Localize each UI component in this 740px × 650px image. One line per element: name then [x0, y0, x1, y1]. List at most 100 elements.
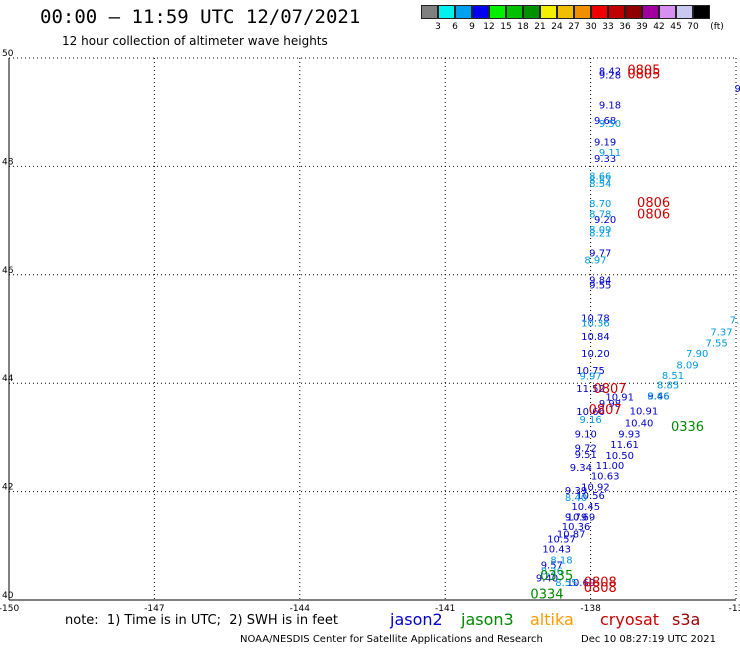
- legend-swatch: [455, 5, 472, 19]
- wave-height-value: 9.98: [599, 399, 621, 410]
- legend-label: 6: [452, 22, 458, 32]
- legend-swatch: [659, 5, 676, 19]
- wave-height-value: 8.54: [589, 179, 611, 190]
- legend-label: 45: [670, 22, 682, 32]
- wave-height-value: 10.40: [625, 419, 654, 430]
- wave-height-value: 10.36: [581, 318, 610, 329]
- legend-label: 21: [534, 22, 546, 32]
- legend-swatch: [489, 5, 506, 19]
- wave-height-value: 9.84: [589, 275, 611, 286]
- legend-swatch: [574, 5, 591, 19]
- time-label: 0805: [627, 63, 660, 78]
- x-tick-label: -138: [580, 604, 601, 614]
- wave-height-value: 8.09: [589, 225, 611, 236]
- y-tick-label: 42: [2, 483, 13, 493]
- y-tick-label: 50: [2, 49, 14, 59]
- wave-height-value: 8.51: [662, 371, 684, 382]
- legend-label: 12: [483, 22, 495, 32]
- wave-height-value: 10.63: [591, 472, 620, 483]
- legend-swatch: [506, 5, 523, 19]
- legend-swatch: [523, 5, 540, 19]
- wave-height-value: 9.39: [565, 486, 587, 497]
- wave-height-value: 8.42: [599, 66, 621, 77]
- legend-swatch: [676, 5, 693, 19]
- wave-height-value: 8.55: [555, 578, 577, 589]
- y-tick-label: 46: [2, 266, 14, 276]
- legend-label: 70: [687, 22, 699, 32]
- time-label: 0335: [540, 569, 573, 584]
- time-label: 0806: [637, 196, 670, 211]
- wave-height-value: 7.37: [710, 328, 732, 339]
- wave-height-value: 10.78: [581, 313, 610, 324]
- wave-height-value: 8.85: [657, 381, 679, 392]
- wave-height-value: 9.18: [599, 100, 621, 111]
- wave-height-value: 8.70: [589, 199, 611, 210]
- wave-height-value: 9.11: [599, 148, 621, 159]
- wave-height-value: 8.40: [565, 493, 587, 504]
- wave-height-value: 11.00: [596, 461, 625, 472]
- wave-height-value: 9.50: [599, 119, 621, 130]
- legend-swatch: [591, 5, 608, 19]
- wave-height-value: 7.55: [705, 338, 727, 349]
- legend-swatch: [608, 5, 625, 19]
- wave-height-value: 10.45: [571, 502, 600, 513]
- time-label: 0808: [584, 581, 617, 596]
- footer-timestamp: Dec 10 08:27:19 UTC 2021: [581, 634, 716, 645]
- wave-height-value: 9.77: [589, 248, 611, 259]
- x-tick-label: -141: [435, 604, 455, 614]
- page-subtitle: 12 hour collection of altimeter wave hei…: [62, 34, 328, 48]
- legend-label: 36: [619, 22, 631, 32]
- page-title: 00:00 – 11:59 UTC 12/07/2021: [40, 6, 361, 28]
- legend-unit: (ft): [710, 22, 724, 32]
- wave-height-value: 10.91: [630, 407, 659, 418]
- wave-height-value: 10.20: [581, 349, 610, 360]
- wave-height-value: 10.75: [576, 366, 605, 377]
- wave-height-value: 9.97: [579, 371, 601, 382]
- legend-swatch: [642, 5, 659, 19]
- wave-height-value: 9.20: [594, 215, 616, 226]
- wave-height-value: 10.92: [581, 483, 610, 494]
- legend-label: 30: [585, 22, 597, 32]
- wave-height-value: 9.55: [589, 280, 611, 291]
- time-label: 0336: [671, 420, 704, 435]
- wave-height-value: 10.57: [547, 535, 576, 546]
- wave-height-value: 10.84: [581, 332, 610, 343]
- time-label: 0805: [627, 68, 660, 83]
- wave-height-value: 10.87: [557, 530, 586, 541]
- legend-swatch: [557, 5, 574, 19]
- wave-height-value: 8.09: [676, 361, 698, 372]
- wave-height-value: 9.46: [647, 391, 669, 402]
- wave-height-value: 8.97: [584, 255, 606, 266]
- wave-height-value: 10.69: [567, 512, 596, 523]
- wave-height-value: 10.36: [562, 522, 591, 533]
- legend-label: 3: [435, 22, 441, 32]
- legend-label: 42: [653, 22, 665, 32]
- footer-credit: NOAA/NESDIS Center for Satellite Applica…: [240, 634, 543, 645]
- legend-swatch: [421, 5, 438, 19]
- satellite-label-s3a: s3a: [672, 610, 701, 629]
- x-tick-label: -13: [729, 604, 740, 614]
- wave-height-value: 11.61: [610, 440, 639, 451]
- wave-height-value: 8.66: [647, 391, 669, 402]
- wave-height-value: 10.91: [605, 393, 634, 404]
- legend-swatch: [438, 5, 455, 19]
- wave-height-value: 7.13: [730, 316, 740, 327]
- legend-label: 27: [568, 22, 580, 32]
- wave-height-value: 9.51: [575, 450, 597, 461]
- legend-label: 15: [500, 22, 512, 32]
- time-label: 0807: [589, 403, 622, 418]
- time-label: 0807: [593, 382, 626, 397]
- wave-height-value: 11.52: [576, 384, 605, 395]
- time-label: 0808: [584, 575, 617, 590]
- y-tick-label: 40: [2, 591, 14, 601]
- wave-height-value: 9.96: [735, 84, 740, 95]
- satellite-label-cryosat: cryosat: [600, 610, 660, 629]
- wave-height-value: 10.56: [576, 491, 605, 502]
- wave-height-value: 8.21: [589, 228, 611, 239]
- satellite-label-jason3: jason3: [461, 610, 514, 629]
- wave-height-value: 8.57: [589, 176, 611, 187]
- wave-height-value: 9.40: [536, 574, 558, 585]
- wave-height-value: 8.18: [550, 556, 572, 567]
- legend-label: 39: [636, 22, 648, 32]
